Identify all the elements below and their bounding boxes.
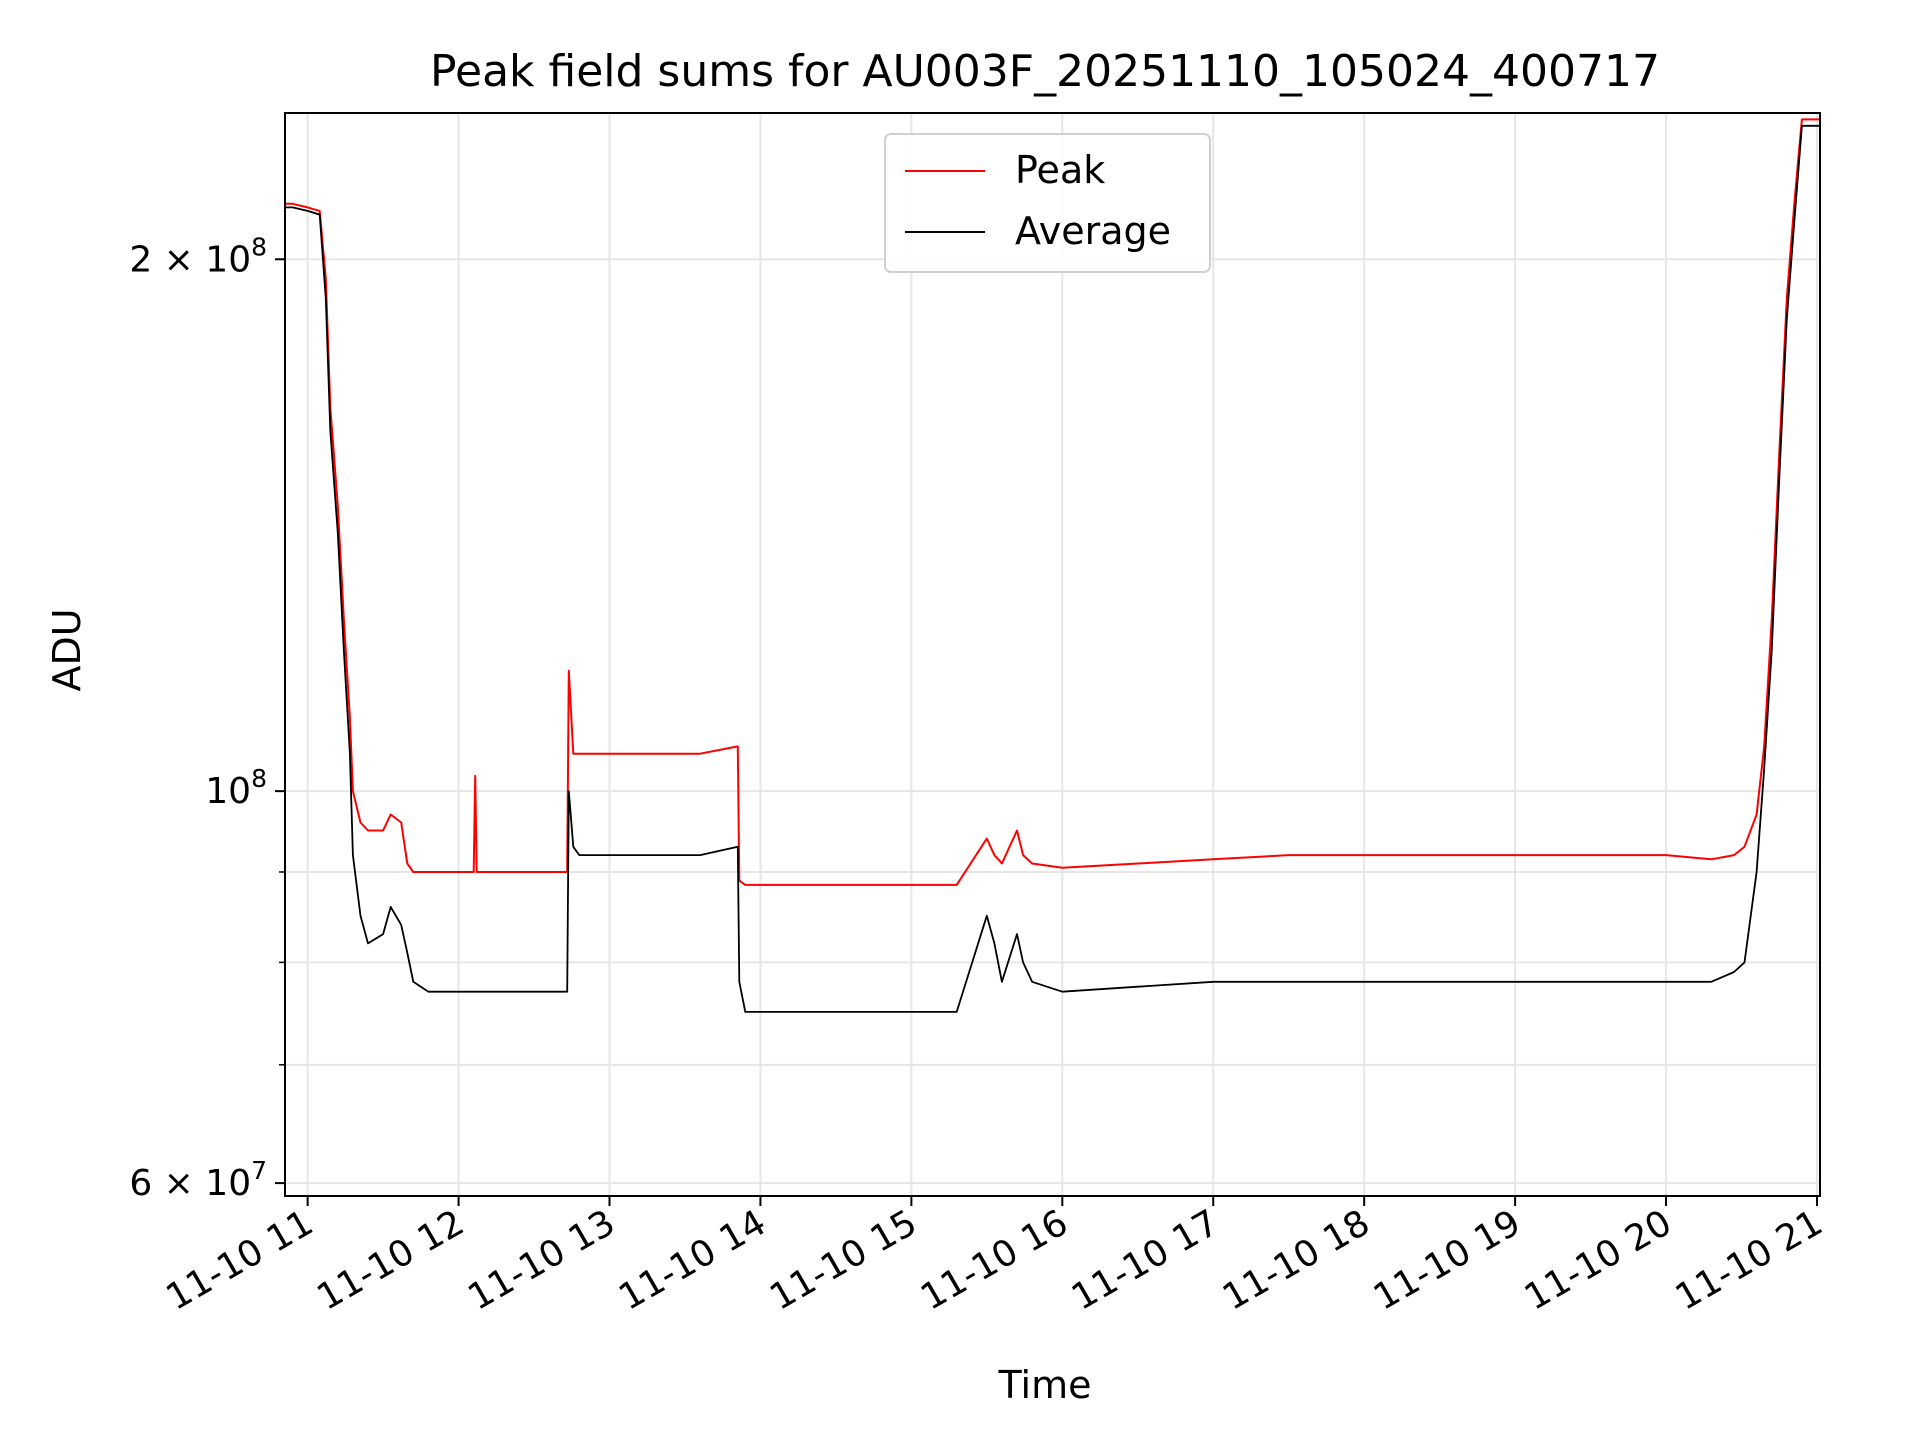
- legend-box: [884, 133, 1211, 273]
- legend: Peak Average: [884, 133, 1211, 273]
- series-layer: [285, 118, 1820, 1013]
- plot-frame: [284, 112, 1821, 1197]
- y-tick-label: 6 × 107: [129, 1156, 267, 1204]
- legend-label-peak: Peak: [1015, 148, 1105, 192]
- x-axis-label: Time: [998, 1363, 1092, 1407]
- y-tick-label: 108: [205, 764, 267, 812]
- grid: [285, 113, 1820, 1196]
- legend-label-average: Average: [1015, 209, 1171, 253]
- series-line-peak: [285, 118, 1820, 886]
- y-tick-label: 2 × 108: [129, 232, 267, 280]
- chart-title: Peak field sums for AU003F_20251110_1050…: [430, 46, 1660, 97]
- y-axis-label: ADU: [45, 608, 89, 691]
- series-line-average: [285, 124, 1820, 1013]
